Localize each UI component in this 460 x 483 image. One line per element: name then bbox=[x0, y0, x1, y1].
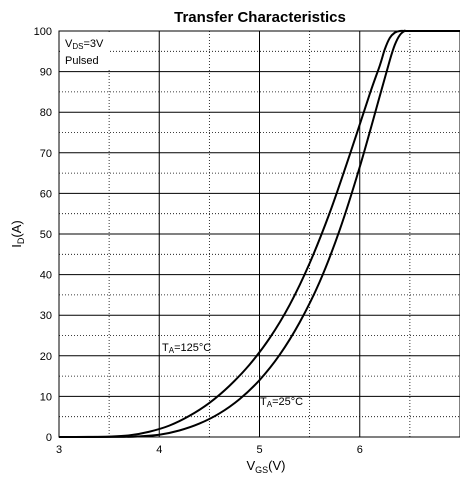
grid-lines bbox=[59, 31, 460, 437]
series-layer bbox=[58, 29, 460, 438]
y-tick-label: 50 bbox=[40, 229, 52, 241]
x-tick-label: 5 bbox=[256, 444, 262, 456]
y-tick-label: 40 bbox=[40, 270, 52, 282]
y-tick-label: 90 bbox=[40, 67, 52, 79]
series-label-25c: TA=25°C bbox=[260, 396, 303, 409]
y-tick-label: 100 bbox=[34, 26, 52, 38]
y-axis-label: ID(A) bbox=[9, 220, 26, 247]
x-tick-label: 4 bbox=[156, 444, 162, 456]
y-tick-label: 0 bbox=[46, 432, 52, 444]
series-label-125c: TA=125°C bbox=[162, 342, 211, 355]
series-line-0 bbox=[58, 29, 460, 438]
pulsed-condition-label: Pulsed bbox=[65, 55, 99, 67]
y-tick-label: 10 bbox=[40, 391, 52, 403]
y-tick-label: 70 bbox=[40, 148, 52, 160]
y-tick-label: 80 bbox=[40, 107, 52, 119]
conditions-box bbox=[62, 34, 110, 68]
y-tick-label: 30 bbox=[40, 310, 52, 322]
chart-title: Transfer Characteristics bbox=[174, 9, 346, 26]
vds-condition-label: VDS=3V bbox=[65, 38, 104, 51]
plot-frame bbox=[58, 30, 460, 438]
y-tick-label: 20 bbox=[40, 351, 52, 363]
y-tick-label: 60 bbox=[40, 188, 52, 200]
x-axis-label: VGS(V) bbox=[246, 458, 285, 475]
x-tick-label: 3 bbox=[56, 444, 62, 456]
series-line-1 bbox=[58, 29, 460, 438]
x-tick-label: 6 bbox=[357, 444, 363, 456]
